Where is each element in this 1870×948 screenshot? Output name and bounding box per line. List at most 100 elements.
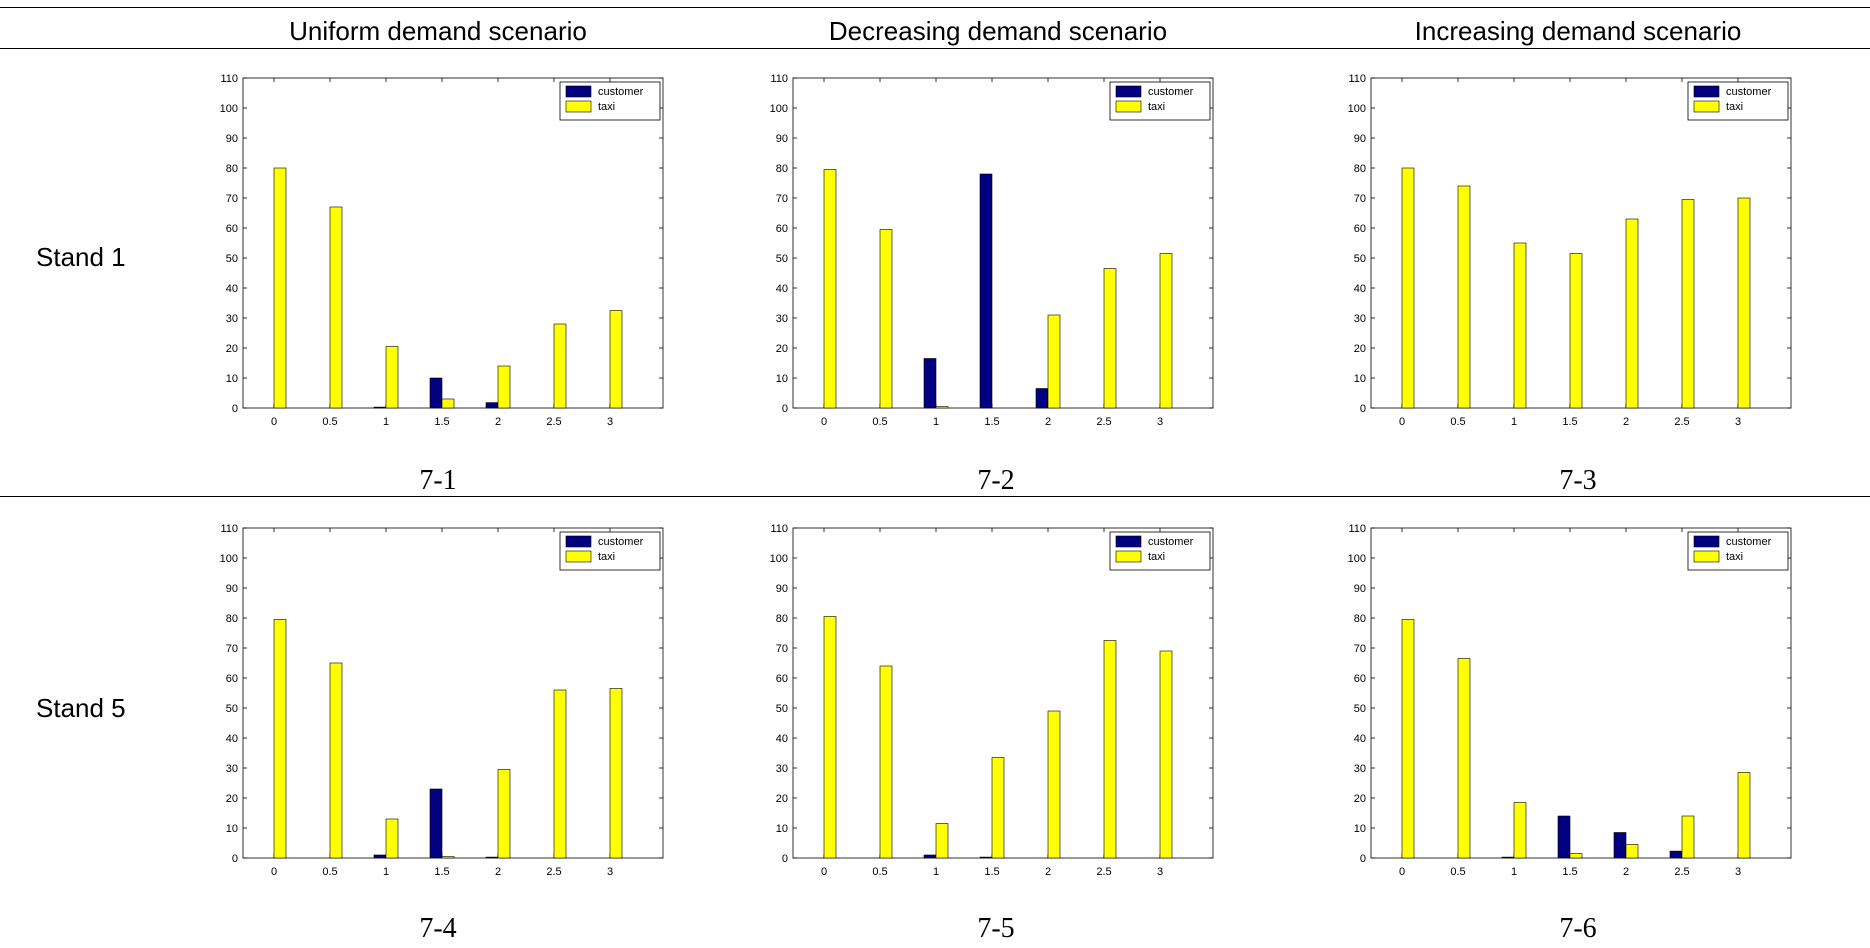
y-tick-label: 0	[1360, 403, 1366, 415]
y-tick-label: 70	[226, 193, 238, 205]
bar-taxi	[553, 323, 567, 409]
x-tick-label: 2	[1045, 416, 1051, 428]
x-tick-label: 0.5	[1450, 416, 1465, 428]
x-tick-label: 3	[1735, 416, 1741, 428]
x-tick-label: 1	[933, 866, 939, 878]
legend-swatch-customer	[1115, 535, 1142, 548]
x-tick-label: 1.5	[984, 416, 999, 428]
bar-taxi	[1047, 710, 1061, 859]
y-tick-label: 0	[232, 403, 238, 415]
bar-taxi	[935, 823, 949, 859]
y-tick-label: 60	[1354, 673, 1366, 685]
plot-frame	[1370, 527, 1792, 859]
bar-customer	[429, 788, 443, 859]
x-tick-label: 1	[1511, 866, 1517, 878]
row-label-stand-1: Stand 1	[36, 242, 126, 272]
bar-taxi	[1737, 772, 1751, 859]
x-tick-label: 0	[271, 416, 277, 428]
panel-label-7-2: 7-2	[977, 465, 1015, 496]
bar-customer	[373, 854, 387, 859]
legend-label-customer: customer	[1726, 536, 1772, 548]
y-tick-label: 70	[776, 193, 788, 205]
panel-label-7-4: 7-4	[419, 913, 457, 944]
y-tick-label: 80	[1354, 613, 1366, 625]
y-tick-label: 50	[1354, 703, 1366, 715]
x-tick-label: 1	[383, 416, 389, 428]
bar-taxi	[1401, 167, 1415, 409]
bar-taxi	[991, 757, 1005, 859]
y-tick-label: 20	[226, 793, 238, 805]
legend-label-customer: customer	[598, 536, 644, 548]
y-tick-label: 30	[1354, 313, 1366, 325]
chart-7-6: 0 10 20 30 40 50 60 70 80 90 100 110 0 0.5 1 1.5 2 2.5 3 cu…	[1348, 523, 1792, 878]
y-tick-label: 70	[1354, 193, 1366, 205]
bar-taxi	[1513, 242, 1527, 409]
row-label-stand-5: Stand 5	[36, 693, 126, 723]
bar-taxi	[329, 206, 343, 409]
legend-label-customer: customer	[598, 86, 644, 98]
legend-label-customer: customer	[1148, 86, 1194, 98]
y-tick-label: 50	[226, 253, 238, 265]
x-tick-label: 0.5	[872, 416, 887, 428]
bar-customer	[1501, 856, 1515, 859]
y-tick-label: 80	[226, 163, 238, 175]
y-tick-label: 80	[776, 613, 788, 625]
panel-label-7-6: 7-6	[1559, 913, 1597, 944]
x-tick-label: 3	[1157, 866, 1163, 878]
y-tick-label: 20	[1354, 793, 1366, 805]
y-tick-label: 60	[776, 673, 788, 685]
panel-label-7-1: 7-1	[419, 465, 457, 496]
bar-taxi	[1457, 658, 1471, 859]
bar-customer	[429, 377, 443, 409]
y-tick-label: 110	[220, 73, 238, 85]
x-tick-label: 1.5	[984, 866, 999, 878]
bar-taxi	[273, 619, 287, 859]
x-tick-label: 2.5	[1674, 866, 1689, 878]
y-tick-label: 70	[1354, 643, 1366, 655]
bar-taxi	[1457, 185, 1471, 409]
y-tick-label: 40	[776, 283, 788, 295]
y-tick-label: 90	[226, 133, 238, 145]
x-tick-label: 0.5	[322, 416, 337, 428]
y-tick-label: 100	[220, 103, 238, 115]
chart-7-1: 0 10 20 30 40 50 60 70 80 90 100 110 0 0.5 1 1.5 2 2.5 3 cu…	[220, 73, 664, 428]
bar-taxi	[935, 406, 949, 409]
x-tick-label: 3	[1735, 866, 1741, 878]
x-tick-label: 0	[821, 866, 827, 878]
bar-taxi	[1513, 802, 1527, 859]
x-tick-label: 2	[1623, 416, 1629, 428]
legend-swatch-customer	[565, 85, 592, 98]
y-tick-label: 50	[1354, 253, 1366, 265]
x-tick-label: 2	[1045, 866, 1051, 878]
bar-taxi	[879, 665, 893, 859]
y-tick-label: 60	[226, 223, 238, 235]
x-tick-label: 1.5	[434, 416, 449, 428]
bar-customer	[1035, 388, 1049, 409]
bar-customer	[1557, 815, 1571, 859]
plot-frame	[792, 77, 1214, 409]
y-tick-label: 100	[770, 103, 788, 115]
legend-swatch-customer	[1115, 85, 1142, 98]
bar-taxi	[1159, 650, 1173, 859]
y-tick-label: 40	[226, 283, 238, 295]
chart-7-4: 0 10 20 30 40 50 60 70 80 90 100 110 0 0.5 1 1.5 2 2.5 3 cu…	[220, 523, 664, 878]
column-header-uniform: Uniform demand scenario	[289, 16, 587, 46]
bar-taxi	[1569, 853, 1583, 859]
x-tick-label: 2.5	[1096, 866, 1111, 878]
bar-taxi	[441, 856, 455, 859]
y-tick-label: 20	[776, 793, 788, 805]
plot-frame	[242, 77, 664, 409]
legend-label-taxi: taxi	[1726, 551, 1743, 563]
y-tick-label: 100	[220, 553, 238, 565]
y-tick-label: 90	[776, 583, 788, 595]
bar-taxi	[879, 229, 893, 409]
legend-label-taxi: taxi	[1726, 101, 1743, 113]
y-tick-label: 40	[1354, 283, 1366, 295]
bar-taxi	[1103, 268, 1117, 409]
panel-label-7-5: 7-5	[977, 913, 1015, 944]
bar-customer	[979, 856, 993, 859]
y-tick-label: 10	[1354, 373, 1366, 385]
x-tick-label: 1.5	[434, 866, 449, 878]
x-tick-label: 0	[821, 416, 827, 428]
y-tick-label: 10	[776, 373, 788, 385]
